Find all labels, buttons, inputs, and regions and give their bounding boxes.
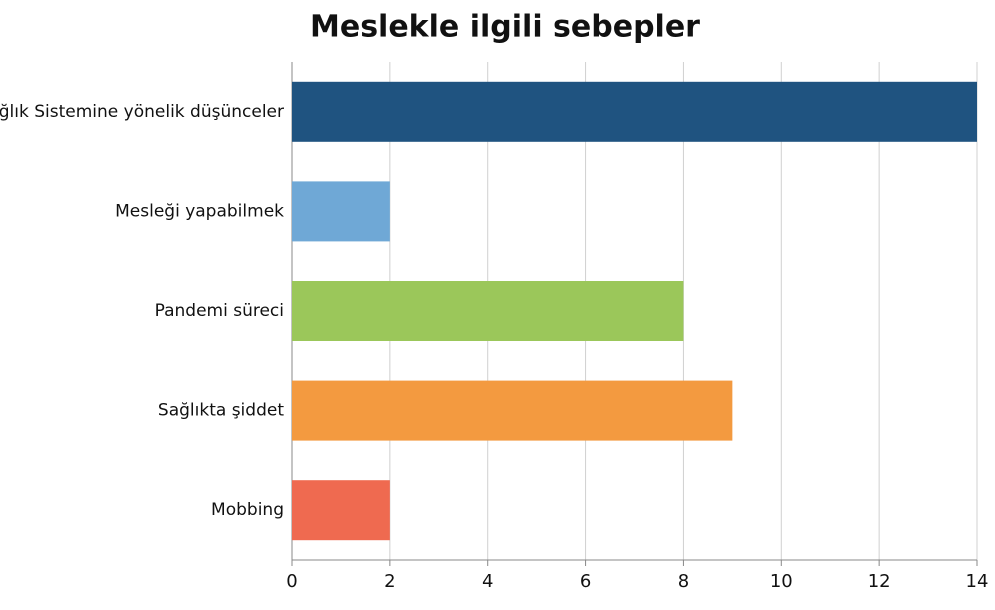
bar — [292, 281, 684, 341]
bar — [292, 81, 977, 142]
bar — [292, 380, 733, 441]
y-tick-label: Sağlıkta şiddet — [158, 401, 284, 421]
x-tick-label: 2 — [384, 571, 395, 592]
x-tick-label: 8 — [678, 571, 689, 592]
y-tick-label: Mesleği yapabilmek — [115, 201, 284, 221]
y-tick-label: Sağlık Sistemine yönelik düşünceler — [0, 102, 284, 122]
x-tick-label: 6 — [580, 571, 591, 592]
x-tick-label: 12 — [868, 571, 891, 592]
y-tick-label: Mobbing — [211, 500, 284, 520]
x-tick-label: 14 — [966, 571, 989, 592]
x-tick-label: 0 — [286, 571, 297, 592]
x-tick-label: 10 — [770, 571, 793, 592]
bar — [292, 480, 390, 541]
y-tick-label: Pandemi süreci — [155, 301, 284, 321]
chart-title: Meslekle ilgili sebepler — [310, 10, 700, 45]
x-tick-label: 4 — [482, 571, 493, 592]
bar — [292, 181, 390, 242]
